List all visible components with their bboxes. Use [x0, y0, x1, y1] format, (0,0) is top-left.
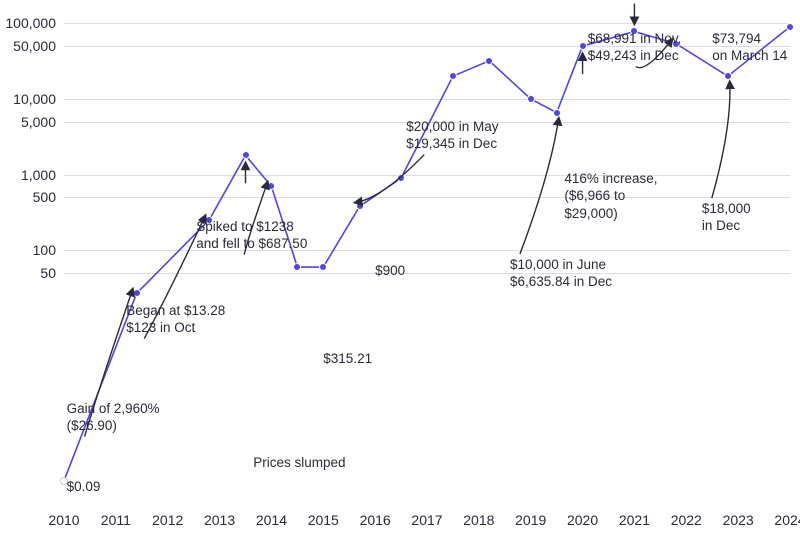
data-point [133, 289, 141, 297]
chart-annotation: $20,000 in May $19,345 in Dec [406, 118, 498, 153]
price-history-chart: 501005001,0005,00010,00050,000100,000201… [0, 0, 800, 546]
data-point [553, 109, 561, 117]
chart-annotation: $68,991 in Nov, $49,243 in Dec [588, 30, 682, 65]
data-point [485, 57, 493, 65]
data-point [397, 174, 405, 182]
data-point [242, 151, 250, 159]
chart-annotation: Prices slumped [253, 454, 345, 471]
chart-annotation: $73,794 on March 14 [712, 30, 787, 65]
chart-annotation: $0.09 [67, 478, 101, 495]
data-point [319, 263, 327, 271]
data-point [579, 42, 587, 50]
chart-annotation: Began at $13.28 $123 in Oct [126, 302, 225, 337]
data-point [449, 72, 457, 80]
price-line [64, 27, 790, 481]
data-point [293, 263, 301, 271]
chart-annotation: $900 [375, 262, 405, 279]
data-point [527, 95, 535, 103]
data-point [724, 72, 732, 80]
chart-annotation: $315.21 [323, 350, 372, 367]
data-point [267, 182, 275, 190]
chart-annotation: $18,000 in Dec [702, 200, 751, 235]
chart-annotation: Gain of 2,960% ($26.90) [67, 400, 160, 435]
chart-annotation: 416% increase, ($6,966 to $29,000) [564, 170, 657, 222]
chart-annotation: $10,000 in June $6,635.84 in Dec [510, 256, 612, 291]
chart-annotation: Spiked to $1238 and fell to $687.50 [196, 218, 307, 253]
data-point [356, 202, 364, 210]
